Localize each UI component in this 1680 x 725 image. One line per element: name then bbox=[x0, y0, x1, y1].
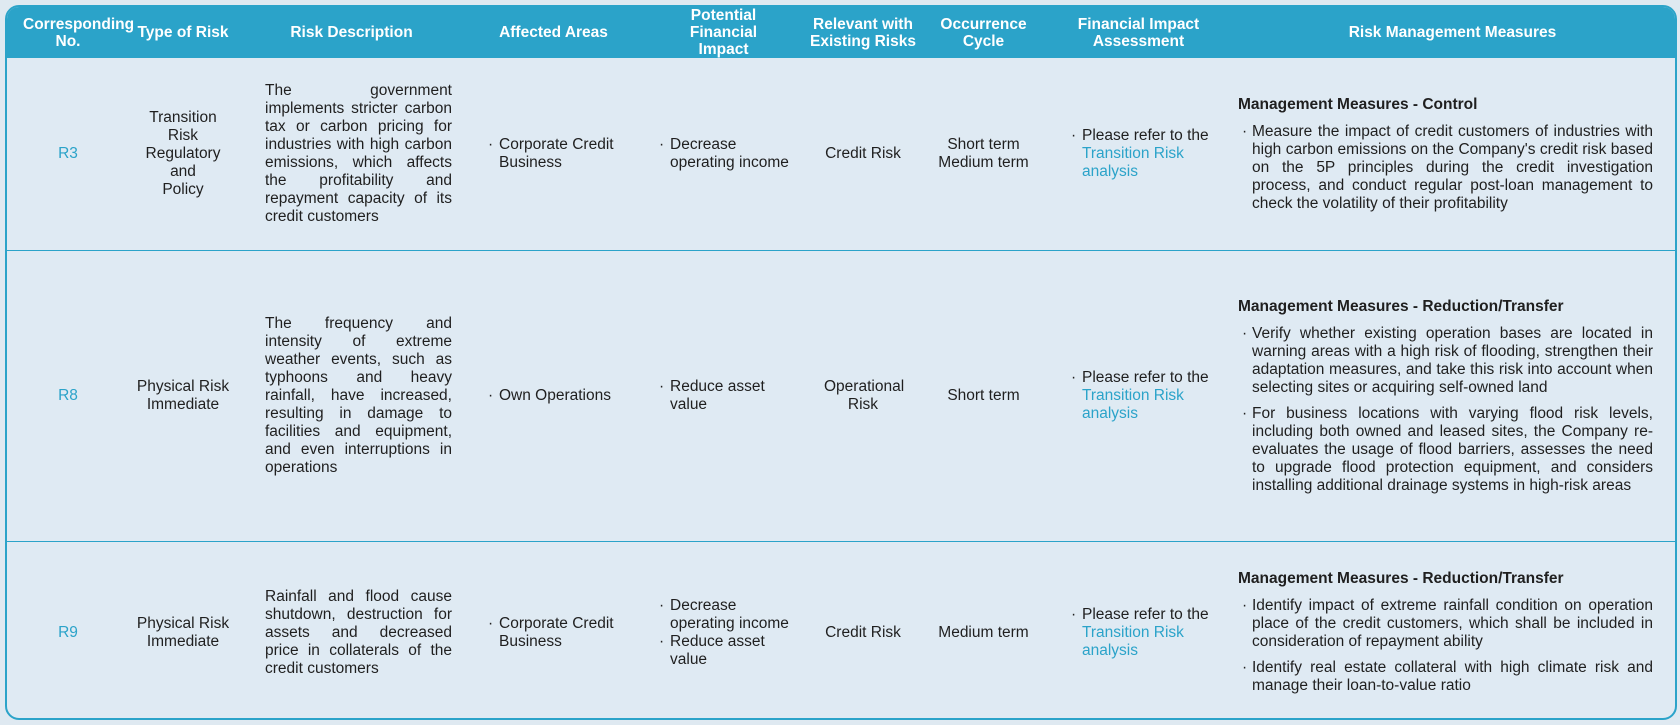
existing-risk: Credit Risk bbox=[806, 541, 920, 718]
assessment-item: Please refer to the Transition Risk anal… bbox=[1071, 369, 1224, 423]
risk-description: The frequency and intensity of extreme w… bbox=[237, 250, 466, 542]
transition-risk-analysis-link[interactable]: Transition Risk analysis bbox=[1082, 387, 1184, 422]
header-occurrence-cycle: Occurrence Cycle bbox=[920, 7, 1047, 58]
measure-item: Verify whether existing operation bases … bbox=[1238, 325, 1653, 397]
table-row: R9 Physical Risk Immediate Rainfall and … bbox=[7, 541, 1675, 718]
risk-description-text: The frequency and intensity of extreme w… bbox=[265, 315, 452, 476]
financial-impact-item: Reduce asset value bbox=[659, 633, 800, 669]
measure-item: Identify impact of extreme rainfall cond… bbox=[1238, 597, 1653, 651]
occurrence-cycle: Medium term bbox=[920, 541, 1047, 718]
affected-areas: Corporate Credit Business bbox=[466, 541, 641, 718]
affected-area-item: Corporate Credit Business bbox=[488, 615, 635, 651]
affected-area-item: Own Operations bbox=[488, 387, 635, 405]
risk-type-line: Physical Risk bbox=[136, 614, 230, 632]
impact-assessment: Please refer to the Transition Risk anal… bbox=[1047, 250, 1230, 542]
header-affected-areas: Affected Areas bbox=[466, 7, 641, 58]
measure-item: Identify real estate collateral with hig… bbox=[1238, 659, 1653, 695]
risk-id: R9 bbox=[7, 541, 129, 718]
financial-impact-item: Decrease operating income bbox=[659, 597, 800, 633]
risk-type-line: Immediate bbox=[146, 632, 220, 650]
assessment-item: Please refer to the Transition Risk anal… bbox=[1071, 127, 1224, 181]
management-measures: Management Measures - Control Measure th… bbox=[1230, 58, 1675, 251]
risk-type-line: Transition Risk bbox=[149, 109, 217, 144]
measures-title: Management Measures - Control bbox=[1238, 95, 1478, 113]
risk-type: Transition Risk Regulatory and Policy bbox=[129, 58, 237, 251]
cycle-line: Medium term bbox=[938, 623, 1029, 641]
affected-area-item: Corporate Credit Business bbox=[488, 136, 635, 172]
table-row: R3 Transition Risk Regulatory and Policy… bbox=[7, 58, 1675, 251]
table-row: R8 Physical Risk Immediate The frequency… bbox=[7, 250, 1675, 542]
cycle-line: Medium term bbox=[938, 154, 1029, 171]
assessment-prefix: Please refer to the bbox=[1082, 605, 1209, 623]
cycle-line: Short term bbox=[947, 387, 1020, 404]
header-row: Corresponding No. Type of Risk Risk Desc… bbox=[7, 7, 1675, 58]
financial-impacts: Decrease operating income bbox=[641, 58, 806, 251]
measure-item: For business locations with varying floo… bbox=[1238, 405, 1653, 495]
header-risk-description: Risk Description bbox=[237, 7, 466, 58]
climate-risk-table: Corresponding No. Type of Risk Risk Desc… bbox=[7, 7, 1675, 718]
management-measures: Management Measures - Reduction/Transfer… bbox=[1230, 541, 1675, 718]
financial-impacts: Decrease operating income Reduce asset v… bbox=[641, 541, 806, 718]
risk-description-text: The government implements stricter carbo… bbox=[265, 82, 452, 225]
assessment-prefix: Please refer to the bbox=[1082, 127, 1209, 144]
header-risk-management-measures: Risk Management Measures bbox=[1230, 7, 1675, 58]
risk-type-line: Policy bbox=[162, 181, 204, 198]
header-potential-financial-impact: Potential Financial Impact bbox=[641, 7, 806, 58]
risk-type: Physical Risk Immediate bbox=[129, 541, 237, 718]
risk-id: R3 bbox=[58, 145, 78, 162]
financial-impact-item: Decrease operating income bbox=[659, 136, 800, 172]
occurrence-cycle: Short term bbox=[920, 250, 1047, 542]
header-corresponding-no: Corresponding No. bbox=[7, 7, 134, 58]
risk-description: Rainfall and flood cause shutdown, destr… bbox=[237, 541, 466, 718]
risk-description: The government implements stricter carbo… bbox=[237, 58, 466, 251]
management-measures: Management Measures - Reduction/Transfer… bbox=[1230, 250, 1675, 542]
assessment-prefix: Please refer to the bbox=[1082, 369, 1209, 386]
transition-risk-analysis-link[interactable]: Transition Risk analysis bbox=[1082, 145, 1184, 180]
risk-table-frame: Corresponding No. Type of Risk Risk Desc… bbox=[5, 5, 1677, 720]
occurrence-cycle: Short term Medium term bbox=[920, 58, 1047, 251]
header-financial-impact-assessment: Financial Impact Assessment bbox=[1047, 7, 1230, 58]
header-type-of-risk: Type of Risk bbox=[129, 7, 237, 58]
transition-risk-analysis-link[interactable]: Transition Risk analysis bbox=[1082, 623, 1184, 659]
impact-assessment: Please refer to the Transition Risk anal… bbox=[1047, 541, 1230, 718]
financial-impacts: Reduce asset value bbox=[641, 250, 806, 542]
risk-id: R8 bbox=[7, 250, 129, 542]
cycle-line: Short term bbox=[947, 136, 1020, 153]
measure-item: Measure the impact of credit customers o… bbox=[1238, 123, 1653, 213]
existing-risk: Operational Risk bbox=[806, 250, 920, 542]
impact-assessment: Please refer to the Transition Risk anal… bbox=[1047, 58, 1230, 251]
financial-impact-item: Reduce asset value bbox=[659, 378, 800, 414]
affected-areas: Corporate Credit Business bbox=[466, 58, 641, 251]
affected-areas: Own Operations bbox=[466, 250, 641, 542]
measures-title: Management Measures - Reduction/Transfer bbox=[1238, 570, 1564, 587]
risk-type-line: Immediate bbox=[146, 396, 220, 413]
risk-type-line: Regulatory and bbox=[145, 145, 221, 180]
measures-title: Management Measures - Reduction/Transfer bbox=[1238, 297, 1564, 315]
risk-type-line: Physical Risk bbox=[136, 378, 230, 395]
risk-type: Physical Risk Immediate bbox=[129, 250, 237, 542]
header-relevant-existing-risks: Relevant with Existing Risks bbox=[806, 7, 920, 58]
assessment-item: Please refer to the Transition Risk anal… bbox=[1071, 606, 1224, 660]
risk-description-text: Rainfall and flood cause shutdown, destr… bbox=[265, 587, 452, 677]
existing-risk: Credit Risk bbox=[825, 145, 901, 162]
